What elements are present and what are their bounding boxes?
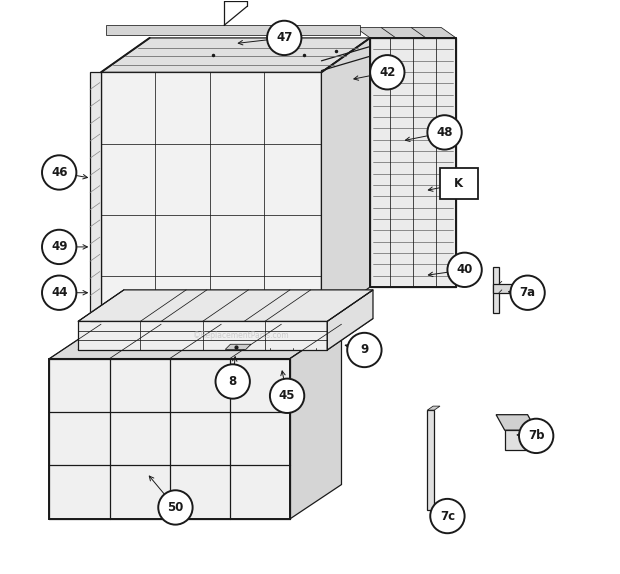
Polygon shape	[101, 38, 370, 72]
Text: 8: 8	[229, 375, 237, 388]
Polygon shape	[355, 28, 456, 38]
Polygon shape	[50, 359, 290, 519]
Text: 7c: 7c	[440, 510, 455, 522]
Circle shape	[270, 379, 304, 413]
Polygon shape	[78, 319, 373, 350]
Polygon shape	[78, 290, 373, 321]
Circle shape	[158, 490, 193, 525]
Text: 47: 47	[276, 32, 293, 44]
Polygon shape	[496, 414, 536, 430]
Polygon shape	[321, 38, 370, 321]
Text: 46: 46	[51, 166, 68, 179]
Circle shape	[347, 333, 381, 367]
Polygon shape	[370, 38, 456, 287]
Polygon shape	[427, 410, 434, 510]
Circle shape	[370, 55, 404, 90]
Text: 45: 45	[279, 389, 295, 402]
Circle shape	[448, 253, 482, 287]
Polygon shape	[327, 290, 373, 350]
Circle shape	[216, 364, 250, 399]
Circle shape	[430, 499, 464, 533]
Circle shape	[427, 115, 462, 150]
Polygon shape	[78, 321, 327, 350]
Text: 48: 48	[436, 126, 453, 139]
Circle shape	[42, 156, 76, 189]
Polygon shape	[505, 430, 536, 450]
Text: 50: 50	[167, 501, 184, 514]
Text: 7a: 7a	[520, 286, 536, 299]
Circle shape	[267, 21, 301, 55]
Text: 7b: 7b	[528, 429, 544, 443]
Text: 49: 49	[51, 241, 68, 253]
Polygon shape	[89, 72, 101, 321]
Text: 40: 40	[456, 263, 473, 276]
Polygon shape	[290, 324, 342, 519]
Text: 9: 9	[360, 343, 368, 356]
Polygon shape	[225, 344, 251, 350]
Polygon shape	[106, 25, 360, 35]
Polygon shape	[494, 284, 531, 293]
Circle shape	[42, 276, 76, 310]
Text: ©ReplacementParts.com: ©ReplacementParts.com	[193, 331, 289, 340]
Polygon shape	[50, 324, 342, 359]
Circle shape	[42, 230, 76, 264]
Text: K: K	[454, 177, 463, 191]
Polygon shape	[101, 72, 321, 321]
FancyBboxPatch shape	[440, 169, 478, 199]
Polygon shape	[427, 406, 440, 410]
Polygon shape	[494, 267, 499, 313]
Circle shape	[519, 418, 554, 453]
Text: 42: 42	[379, 66, 396, 79]
Text: 44: 44	[51, 286, 68, 299]
Circle shape	[510, 276, 545, 310]
